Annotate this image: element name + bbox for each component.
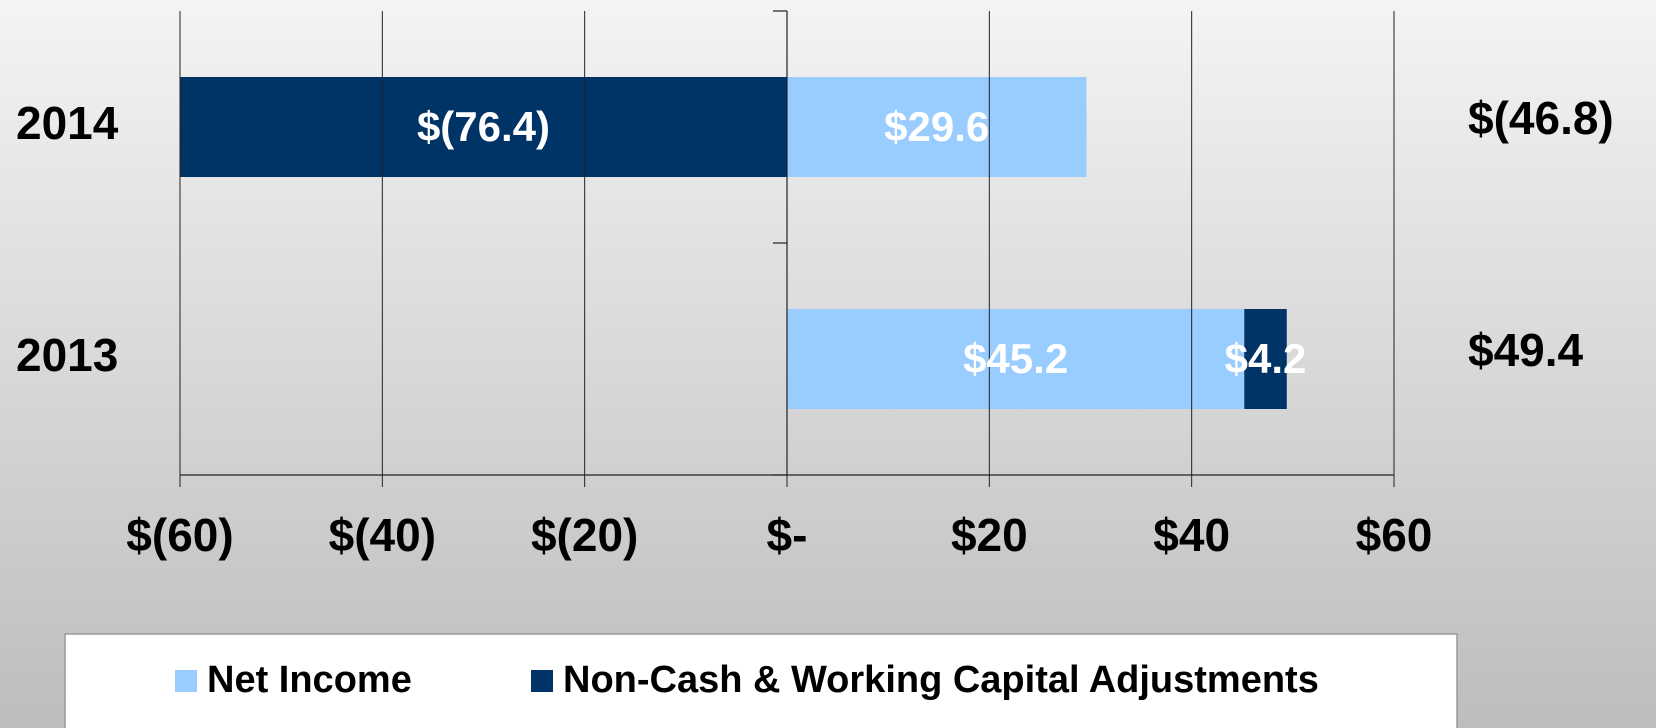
legend-box	[64, 633, 1458, 728]
total-label: $(46.8)	[1468, 92, 1614, 144]
data-label: $29.6	[884, 103, 989, 150]
y-tick-label: 2014	[16, 97, 119, 149]
x-tick-label: $60	[1356, 509, 1433, 561]
data-label: $(76.4)	[417, 103, 550, 150]
x-tick-label: $40	[1153, 509, 1230, 561]
legend-label: Net Income	[207, 659, 412, 701]
x-tick-label: $(60)	[126, 509, 233, 561]
bar	[787, 77, 1087, 177]
bar	[1244, 309, 1287, 409]
x-tick-label: $(40)	[329, 509, 436, 561]
plot-area	[180, 77, 1287, 409]
legend-label: Non-Cash & Working Capital Adjustments	[563, 659, 1319, 701]
bar	[180, 77, 787, 177]
x-tick-label: $20	[951, 509, 1028, 561]
total-label: $49.4	[1468, 324, 1584, 376]
x-tick-label: $-	[767, 509, 808, 561]
legend-swatch	[175, 670, 197, 692]
data-label: $45.2	[963, 335, 1068, 382]
x-tick-label: $(20)	[531, 509, 638, 561]
legend-swatch	[531, 670, 553, 692]
bar	[787, 309, 1245, 409]
y-tick-label: 2013	[16, 329, 118, 381]
data-label: $4.2	[1225, 335, 1307, 382]
